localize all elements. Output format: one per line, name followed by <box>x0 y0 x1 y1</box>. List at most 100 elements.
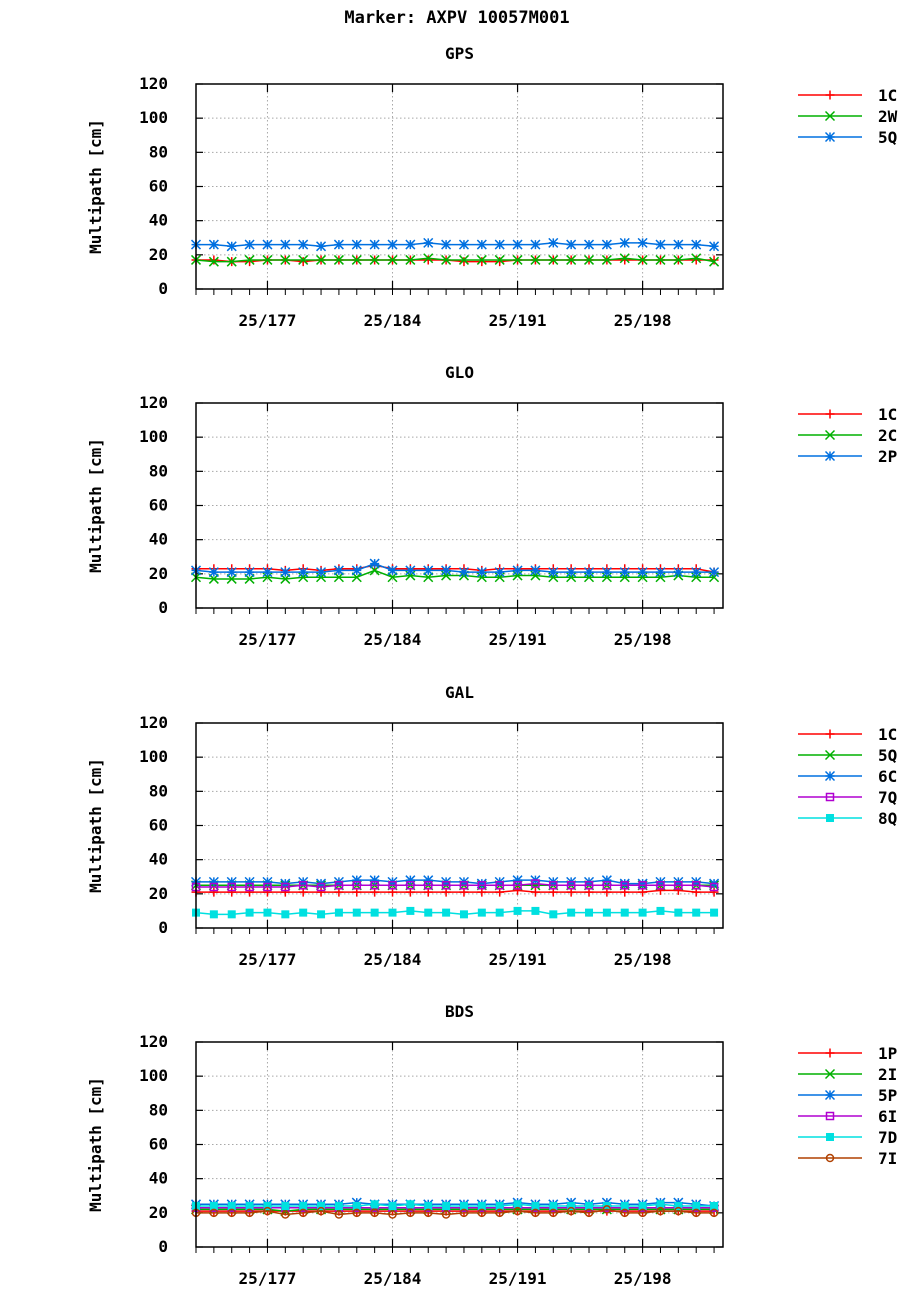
data-point <box>602 908 611 917</box>
data-point <box>208 239 219 250</box>
data-point <box>567 908 576 917</box>
plot-frame <box>195 402 724 609</box>
y-tick-label: 120 <box>139 713 168 732</box>
legend-item: 7D <box>798 1128 897 1147</box>
legend-marker <box>824 110 836 122</box>
legend-item: 2I <box>798 1065 897 1084</box>
data-point <box>673 254 684 265</box>
data-point <box>674 1202 683 1210</box>
data-point <box>370 1200 379 1209</box>
data-point <box>583 567 595 578</box>
data-point <box>317 1202 326 1210</box>
data-point <box>424 908 433 917</box>
y-tick-label: 20 <box>149 884 168 903</box>
x-tick-label: 25/184 <box>364 311 422 330</box>
legend-marker <box>824 770 836 782</box>
panel-title: BDS <box>445 1002 474 1021</box>
data-point <box>709 567 720 578</box>
data-point <box>513 906 522 915</box>
data-point <box>674 1206 683 1216</box>
legend-item: 5P <box>798 1086 897 1105</box>
y-axis-label: Multipath [cm] <box>86 438 105 573</box>
y-tick-label: 60 <box>149 496 168 515</box>
data-point <box>548 567 559 578</box>
data-point <box>369 254 380 265</box>
data-point <box>441 254 452 265</box>
data-point <box>209 1202 218 1210</box>
data-point <box>263 882 272 892</box>
y-tick-label: 40 <box>149 211 168 230</box>
data-point <box>262 876 273 887</box>
y-tick-label: 100 <box>139 1066 168 1085</box>
data-point <box>280 567 291 578</box>
data-point <box>208 876 219 887</box>
x-tick-label: 25/198 <box>614 1269 672 1288</box>
series-line <box>195 257 715 263</box>
series-2w <box>190 253 720 267</box>
data-point <box>262 254 273 265</box>
x-tick-label: 25/177 <box>239 950 297 969</box>
data-point <box>531 1208 540 1218</box>
data-point <box>441 565 452 576</box>
data-point <box>620 1208 629 1218</box>
legend-label: 1C <box>878 725 897 744</box>
data-point <box>548 237 559 248</box>
data-point <box>513 1200 522 1209</box>
data-point <box>442 908 451 917</box>
data-point <box>458 239 469 250</box>
data-point <box>637 237 648 248</box>
data-point <box>317 910 326 919</box>
data-point <box>620 908 629 917</box>
legend-item: 5Q <box>798 746 897 765</box>
legend-item: 2W <box>798 107 898 126</box>
data-point <box>298 1208 308 1218</box>
data-point <box>477 881 487 890</box>
data-point <box>656 881 665 890</box>
legend-item: 8Q <box>798 809 897 828</box>
panel-gal: GAL Multipath [cm] 0 20 40 60 80 100 120 25/177 25… <box>86 683 897 969</box>
data-point <box>566 1206 576 1216</box>
data-point <box>227 882 236 892</box>
legend-marker <box>825 1153 835 1163</box>
panel-title: GAL <box>445 683 474 702</box>
legend-label: 2P <box>878 447 897 466</box>
data-point <box>387 565 398 576</box>
data-point <box>601 254 612 265</box>
legend-label: 6C <box>878 767 897 786</box>
data-point <box>477 1202 486 1210</box>
data-point <box>299 908 308 917</box>
legend-marker <box>825 1111 835 1121</box>
data-point <box>494 254 505 265</box>
data-point <box>637 878 648 889</box>
data-point <box>549 910 558 919</box>
data-point <box>280 254 291 265</box>
legend-item: 2P <box>798 447 897 466</box>
legend-marker <box>824 429 836 441</box>
legend-marker <box>824 450 836 462</box>
y-tick-label: 80 <box>149 142 168 161</box>
x-tick-label: 25/198 <box>614 630 672 649</box>
legend-label: 2W <box>878 107 898 126</box>
data-point <box>656 1206 665 1216</box>
legend-label: 7Q <box>878 788 897 807</box>
data-point <box>459 910 468 919</box>
legend-label: 2C <box>878 426 897 445</box>
data-point <box>298 254 309 265</box>
data-point <box>369 875 380 886</box>
data-point <box>227 1208 236 1218</box>
data-point <box>477 257 487 267</box>
data-point <box>226 876 237 887</box>
data-point <box>227 887 237 897</box>
data-point <box>405 875 416 886</box>
data-point <box>709 255 719 265</box>
data-point <box>513 881 522 890</box>
y-tick-label: 0 <box>158 918 168 937</box>
data-point <box>262 567 273 578</box>
data-point <box>333 239 344 250</box>
data-point <box>423 881 433 890</box>
data-point <box>369 558 380 569</box>
y-tick-label: 80 <box>149 461 168 480</box>
data-point <box>298 567 309 578</box>
data-point <box>352 908 361 917</box>
